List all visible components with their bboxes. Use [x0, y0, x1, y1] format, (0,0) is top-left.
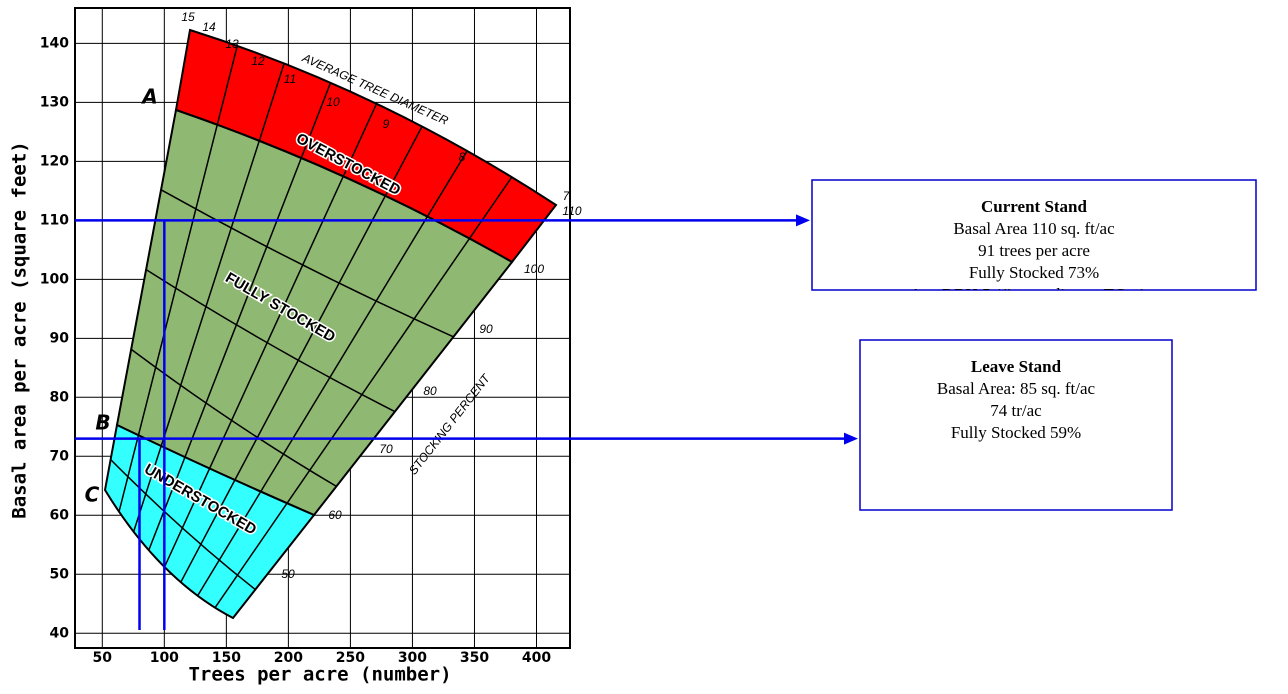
stocking-label: 100: [524, 262, 544, 276]
annotation-box: [859, 339, 1173, 511]
diameter-line: [214, 176, 513, 609]
x-tick-label: 200: [274, 650, 303, 666]
y-tick-label: 140: [40, 35, 69, 51]
curve-label: A: [140, 85, 157, 109]
diameter-line: [148, 82, 332, 551]
diameter-line: [163, 103, 378, 568]
diameter-line: [196, 150, 468, 597]
y-tick-label: 80: [50, 389, 70, 405]
diameter-label: 12: [251, 54, 265, 68]
annotation-line: Fully Stocked 59%: [951, 423, 1081, 442]
y-axis-label: Basal area per acre (square feet): [9, 141, 31, 519]
stocking-label: 80: [423, 384, 437, 398]
annotation-line: Basal Area: 85 sq. ft/ac: [937, 379, 1096, 398]
y-tick-label: 70: [50, 448, 70, 464]
guide-lines: [110, 45, 513, 609]
annotation: Leave Stand Basal Area: 85 sq. ft/ac 74 tr…: [937, 357, 1096, 442]
y-tick-label: 90: [50, 330, 70, 346]
stocking-line: [110, 459, 256, 591]
stocking-label: 90: [479, 322, 493, 336]
annotation-box: [811, 179, 1257, 291]
stocking-line: [160, 189, 454, 338]
diameter-label: 15: [181, 10, 195, 24]
annotation-title: Current Stand: [981, 197, 1087, 216]
annotation-line: Basal Area 110 sq. ft/ac: [953, 219, 1115, 238]
annotation-line: Avg DBH 5.1” according to TCruise: [910, 285, 1159, 304]
diameter-label: 7: [563, 189, 571, 203]
y-tick-label: 120: [40, 153, 69, 169]
stocking-label: 50: [281, 567, 295, 581]
x-tick-label: 350: [460, 650, 489, 666]
y-tick-label: 110: [40, 212, 69, 228]
y-tick-label: 50: [50, 566, 70, 582]
stocking-line: [130, 348, 337, 487]
reference-lines: [75, 214, 858, 630]
understocked-zone: [103, 423, 316, 620]
diameter-label: 13: [225, 37, 239, 51]
annotation: Current Stand Basal Area 110 sq. ft/ac 91 …: [910, 197, 1159, 304]
y-tick-label: 130: [40, 94, 69, 110]
curve-label: B: [95, 411, 110, 435]
arrow-head: [796, 214, 810, 227]
diameter-line: [180, 126, 423, 583]
annotation-line: Fully Stocked 73%: [969, 263, 1099, 282]
stocking-line: [145, 268, 396, 413]
stocking-label: 110: [562, 204, 581, 218]
x-axis-label: Trees per acre (number): [188, 664, 451, 686]
diameter-label: 14: [202, 20, 216, 34]
y-tick-label: 40: [50, 625, 70, 641]
x-tick-label: 400: [522, 650, 551, 666]
stocking-label: 70: [379, 442, 393, 456]
x-tick-label: 50: [93, 650, 113, 666]
x-tick-label: 150: [212, 650, 241, 666]
x-tick-label: 250: [336, 650, 365, 666]
annotation-line: 74 tr/ac: [990, 401, 1042, 420]
diameter-label: 10: [326, 95, 340, 109]
diameter-label: 9: [383, 117, 390, 131]
annotation-title: Leave Stand: [971, 357, 1062, 376]
curve-label: C: [85, 483, 100, 507]
x-tick-label: 100: [150, 650, 179, 666]
diameter-label: 11: [284, 72, 296, 86]
diameter-label: 8: [459, 150, 466, 164]
annotation-line: 91 trees per acre: [978, 241, 1090, 260]
y-tick-label: 100: [40, 271, 69, 287]
x-tick-label: 300: [398, 650, 427, 666]
diameter-line: [118, 45, 239, 512]
y-tick-label: 60: [50, 507, 70, 523]
stocking-label: 60: [328, 508, 342, 522]
arrow-head: [844, 432, 858, 445]
diameter-line: [132, 63, 285, 532]
